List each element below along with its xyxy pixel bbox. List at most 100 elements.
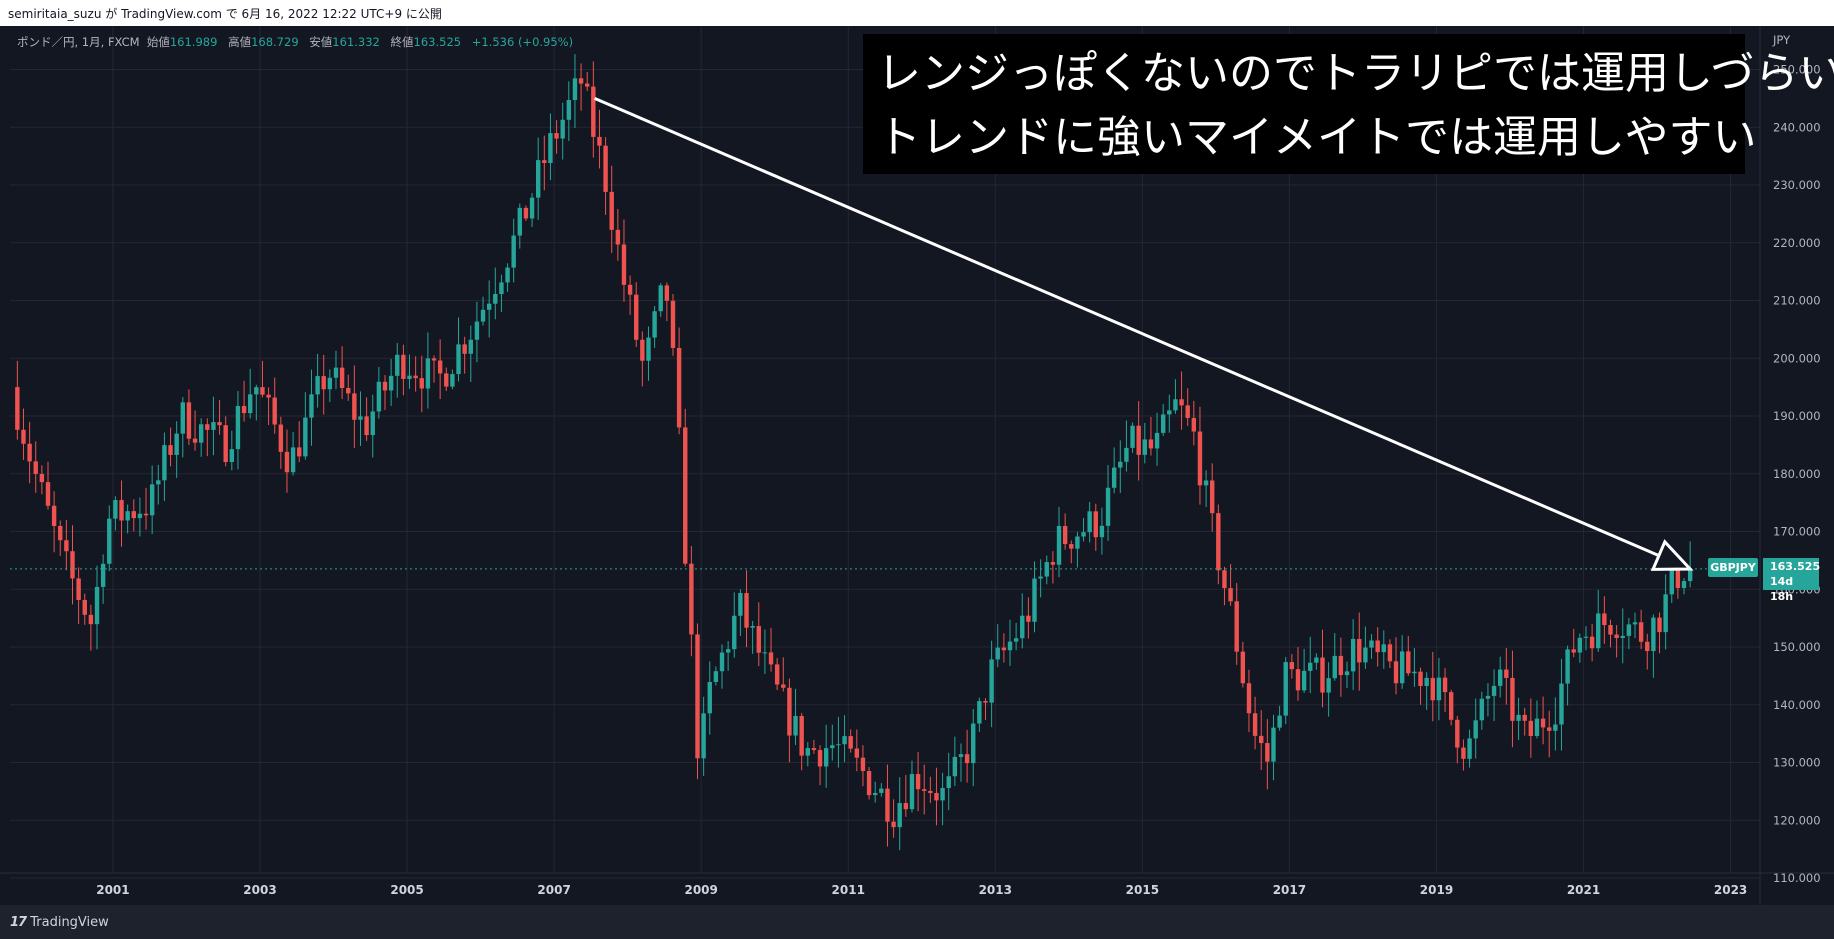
candle-body xyxy=(830,745,835,749)
candle-body xyxy=(817,750,823,767)
candle-body xyxy=(1338,655,1344,676)
candle-body xyxy=(872,792,878,796)
candle-body xyxy=(554,133,559,139)
arrow-shaft xyxy=(593,96,1660,557)
candle-body xyxy=(768,652,774,665)
candle-body xyxy=(309,394,314,418)
candle-body xyxy=(1381,644,1386,653)
candle-body xyxy=(1430,677,1435,701)
candle-body xyxy=(928,790,933,793)
high-value: 168.729 xyxy=(251,35,299,49)
candle-body xyxy=(1136,425,1141,455)
candle-body xyxy=(707,681,712,714)
candle-body xyxy=(437,360,443,374)
candle-body xyxy=(652,311,657,338)
candle-body xyxy=(15,387,20,430)
candle-body xyxy=(1332,655,1337,679)
candle-body xyxy=(719,652,725,672)
year-tick-label: 2001 xyxy=(96,883,129,897)
candle-body xyxy=(750,626,755,628)
candle-body xyxy=(1277,715,1282,728)
candle-body xyxy=(689,563,694,635)
open-label: 始値 xyxy=(146,35,170,49)
symbol-price-tag: GBPJPY xyxy=(1708,558,1758,577)
candle-body xyxy=(1062,525,1068,545)
candle-body xyxy=(303,417,308,457)
candle-body xyxy=(523,207,529,219)
candle-body xyxy=(1479,698,1485,721)
candle-body xyxy=(848,736,853,749)
candle-body xyxy=(1020,615,1025,639)
candle-body xyxy=(382,381,388,391)
candle-body xyxy=(1596,613,1601,649)
candle-body xyxy=(1638,622,1644,642)
candle-body xyxy=(1075,536,1080,549)
candle-body xyxy=(799,715,804,756)
candle-body xyxy=(1148,439,1154,449)
price-tick-label: 140.000 xyxy=(1773,698,1821,712)
bar-countdown: 14d 18h xyxy=(1770,575,1794,603)
candle-body xyxy=(1197,431,1203,486)
candle-body xyxy=(995,647,1000,660)
candle-body xyxy=(192,438,198,443)
candle-body xyxy=(787,687,792,736)
candle-body xyxy=(572,78,578,101)
candle-body xyxy=(946,776,951,789)
candle-body xyxy=(1289,662,1295,670)
candle-body xyxy=(21,429,26,444)
candle-body xyxy=(333,367,339,378)
candle-body xyxy=(1013,638,1019,642)
candle-body xyxy=(474,321,480,340)
tradingview-logo[interactable]: 17 TradingView xyxy=(10,915,109,930)
candle-body xyxy=(1001,647,1007,651)
candle-body xyxy=(1087,511,1092,533)
candle-body xyxy=(1350,638,1356,672)
candle-body xyxy=(1210,480,1215,514)
candle-body xyxy=(137,513,143,519)
arrow-head xyxy=(1650,539,1694,571)
candle-body xyxy=(1528,720,1534,736)
price-tick-label: 170.000 xyxy=(1773,525,1821,539)
year-tick-label: 2023 xyxy=(1714,883,1747,897)
candle-body xyxy=(1412,671,1417,674)
candle-body xyxy=(1589,636,1595,649)
candle-body xyxy=(1602,613,1607,626)
candle-body xyxy=(542,160,547,164)
candle-body xyxy=(480,309,486,322)
candle-body xyxy=(339,367,345,388)
candle-body xyxy=(149,484,155,516)
candle-body xyxy=(1626,624,1632,636)
candle-body xyxy=(1448,692,1454,720)
candle-body xyxy=(1467,738,1472,759)
candle-body xyxy=(1687,568,1693,582)
candle-body xyxy=(76,578,81,600)
candle-body xyxy=(566,100,572,120)
candle-body xyxy=(977,701,982,724)
candle-body xyxy=(836,744,841,746)
price-tick-label: 130.000 xyxy=(1773,756,1821,770)
candle-body xyxy=(278,424,284,452)
candle-body xyxy=(450,374,455,387)
candle-body xyxy=(738,593,743,616)
candle-body xyxy=(376,381,382,412)
tv-logo-icon: 17 xyxy=(10,915,27,930)
year-tick-label: 2011 xyxy=(832,883,865,897)
candle-body xyxy=(1614,634,1619,638)
candle-body xyxy=(1203,480,1209,486)
candle-body xyxy=(560,119,565,139)
price-tick-label: 210.000 xyxy=(1773,294,1821,308)
candle-body xyxy=(456,344,461,375)
candle-body xyxy=(1553,724,1558,731)
close-value: 163.525 xyxy=(413,35,462,49)
candle-body xyxy=(407,375,412,379)
candle-body xyxy=(1160,414,1166,433)
candle-body xyxy=(1455,719,1460,748)
candle-body xyxy=(156,480,161,485)
candle-body xyxy=(664,285,670,301)
candle-body xyxy=(1308,662,1313,671)
annotation-line-1: レンジっぽくないのでトラリピでは運用しづらいが xyxy=(877,48,1834,99)
candle-body xyxy=(1295,669,1301,691)
price-label-box: 163.525 14d 18h xyxy=(1763,558,1820,603)
candle-body xyxy=(45,482,51,506)
candle-body xyxy=(634,294,639,340)
